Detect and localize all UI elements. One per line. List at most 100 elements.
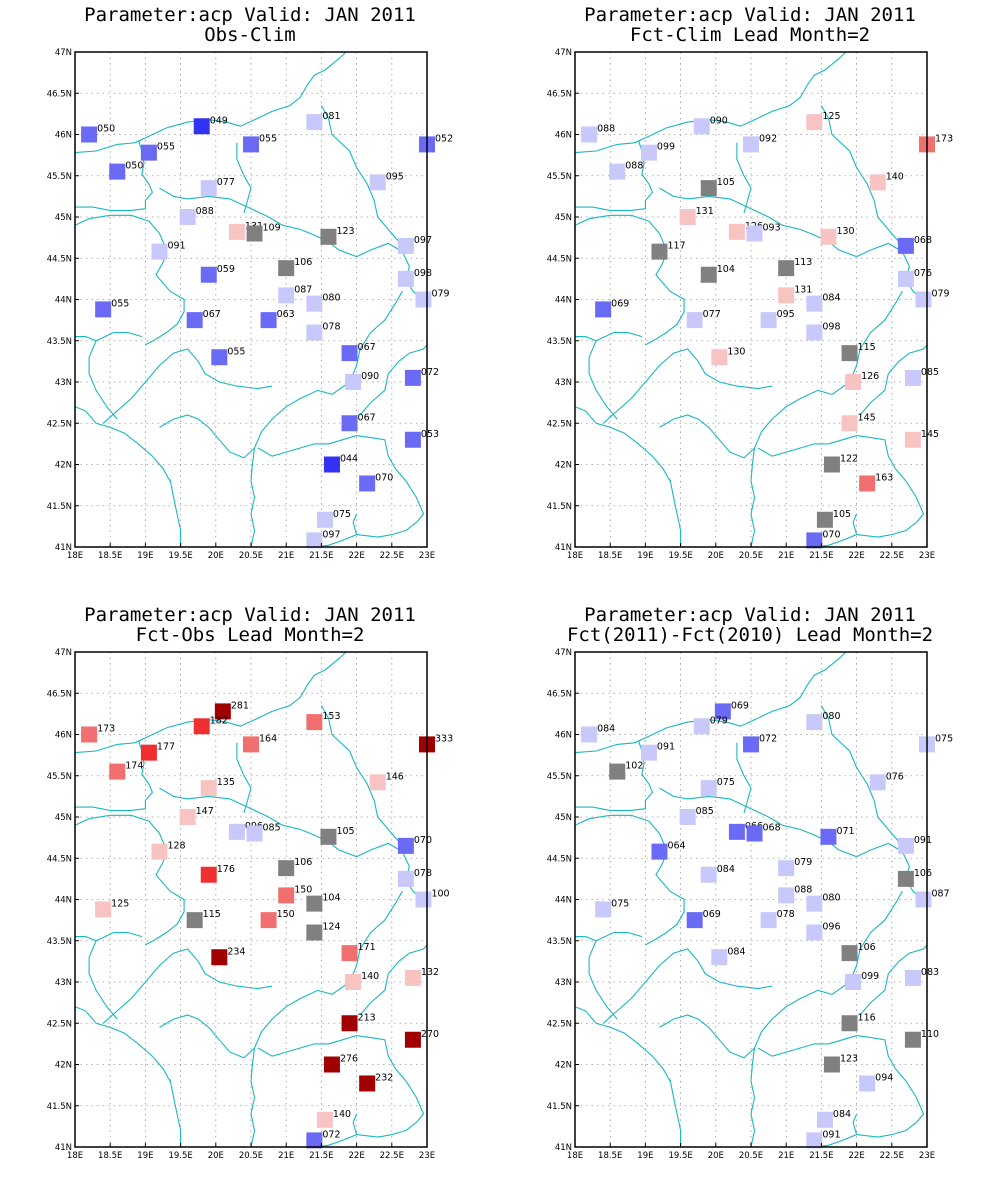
y-tick-label: 45N (555, 813, 572, 823)
stations: 1732811821533331771641741351461470960851… (81, 700, 453, 1149)
title-line-1: Parameter:acp Valid: JAN 2011 (584, 604, 916, 626)
title-line-1: Parameter:acp Valid: JAN 2011 (84, 4, 416, 26)
station-marker (806, 714, 823, 731)
axis-labels: 18E 18.5E 19E 19.5E 20E 20.5E 21E 21.5E 22E 22.5E… (47, 648, 435, 1161)
coastline-border (102, 348, 273, 424)
station-marker (306, 924, 323, 941)
station-marker (778, 287, 795, 304)
station-marker (581, 126, 598, 143)
stations: 088 090 125 173 099 092 088 105 140 131 126 093 130 0… (581, 111, 953, 549)
station-value-label: 079 (794, 857, 812, 868)
y-tick-label: 45N (55, 213, 72, 223)
coastline-border (575, 140, 654, 211)
x-tick-label: 19.5E (668, 1151, 692, 1161)
coastline-border (575, 740, 654, 811)
coastline-border (257, 1035, 425, 1147)
station-value-label: 145 (921, 429, 939, 440)
station-value-label: 281 (231, 700, 249, 711)
x-tick-label: 22.5E (880, 551, 904, 561)
station-marker (228, 223, 245, 240)
station-value-label: 146 (386, 771, 404, 782)
station-marker (320, 828, 337, 845)
station-value-label: 067 (358, 412, 376, 423)
station-marker (306, 1132, 323, 1149)
station-value-label: 096 (822, 922, 840, 933)
coastlines (575, 52, 927, 547)
station-marker (869, 174, 886, 191)
coastline-border (575, 336, 597, 342)
station-marker (109, 763, 126, 780)
y-tick-label: 45.5N (547, 172, 572, 182)
x-tick-label: 20.5E (239, 551, 263, 561)
title-line-1: Parameter:acp Valid: JAN 2011 (584, 4, 916, 26)
station-marker (214, 703, 231, 720)
x-tick-label: 19.5E (168, 551, 192, 561)
station-value-label: 123 (840, 1054, 858, 1065)
station-marker (778, 887, 795, 904)
y-tick-label: 44.5N (547, 254, 572, 264)
coastline-border (757, 435, 925, 547)
coastline-border (359, 344, 427, 416)
station-marker (404, 1031, 421, 1048)
station-marker (859, 1075, 876, 1092)
station-marker (841, 415, 858, 432)
station-marker (806, 532, 823, 549)
coastlines (75, 52, 427, 547)
station-value-label: 072 (759, 733, 777, 744)
station-value-label: 131 (794, 284, 812, 295)
station-marker (246, 825, 263, 842)
y-tick-label: 44N (555, 296, 572, 306)
coastlines (75, 652, 427, 1147)
x-tick-label: 21.5E (309, 551, 333, 561)
x-tick-label: 20E (708, 1151, 724, 1161)
station-value-label: 105 (833, 509, 851, 520)
y-tick-label: 45.5N (547, 772, 572, 782)
station-marker (278, 860, 295, 877)
station-marker (760, 312, 777, 329)
y-tick-label: 44N (55, 896, 72, 906)
station-value-label: 140 (886, 171, 904, 182)
station-value-label: 164 (259, 733, 277, 744)
station-map: 0500490810520550550500770950881311091230… (47, 48, 453, 561)
station-value-label: 104 (717, 264, 735, 275)
coastline-border (757, 1035, 925, 1147)
station-value-label: 085 (696, 806, 714, 817)
station-value-label: 102 (625, 761, 643, 772)
station-value-label: 098 (822, 322, 840, 333)
y-tick-label: 43.5N (547, 937, 572, 947)
y-tick-label: 41N (55, 1143, 72, 1153)
station-marker (260, 912, 277, 929)
y-tick-label: 45.5N (47, 172, 72, 182)
coastline-border (736, 142, 752, 214)
station-value-label: 068 (763, 823, 781, 834)
station-value-label: 075 (935, 733, 953, 744)
x-tick-label: 19.5E (668, 551, 692, 561)
x-tick-label: 22E (349, 1151, 365, 1161)
station-marker (81, 126, 98, 143)
y-tick-label: 46.5N (547, 689, 572, 699)
station-marker (640, 744, 657, 761)
x-tick-label: 23E (919, 551, 935, 561)
station-marker (743, 736, 759, 753)
coastline-border (75, 336, 97, 342)
station-marker (306, 324, 323, 341)
coastline-border (88, 931, 143, 1020)
y-tick-label: 42N (55, 461, 72, 471)
station-marker (700, 866, 717, 883)
station-value-label: 126 (861, 371, 879, 382)
station-marker (81, 726, 98, 743)
station-value-label: 106 (858, 942, 876, 953)
station-marker (341, 345, 358, 362)
y-tick-label: 46N (55, 131, 72, 141)
coastline-border (575, 814, 650, 826)
coastline-border (257, 435, 425, 547)
x-tick-label: 22E (849, 1151, 865, 1161)
x-tick-label: 21.5E (309, 1151, 333, 1161)
station-value-label: 097 (414, 235, 432, 246)
station-marker (306, 714, 323, 731)
y-tick-label: 42.5N (547, 419, 572, 429)
coastline-border (75, 1006, 171, 1082)
station-marker (746, 225, 763, 242)
station-value-label: 132 (421, 967, 439, 978)
station-marker (278, 287, 295, 304)
